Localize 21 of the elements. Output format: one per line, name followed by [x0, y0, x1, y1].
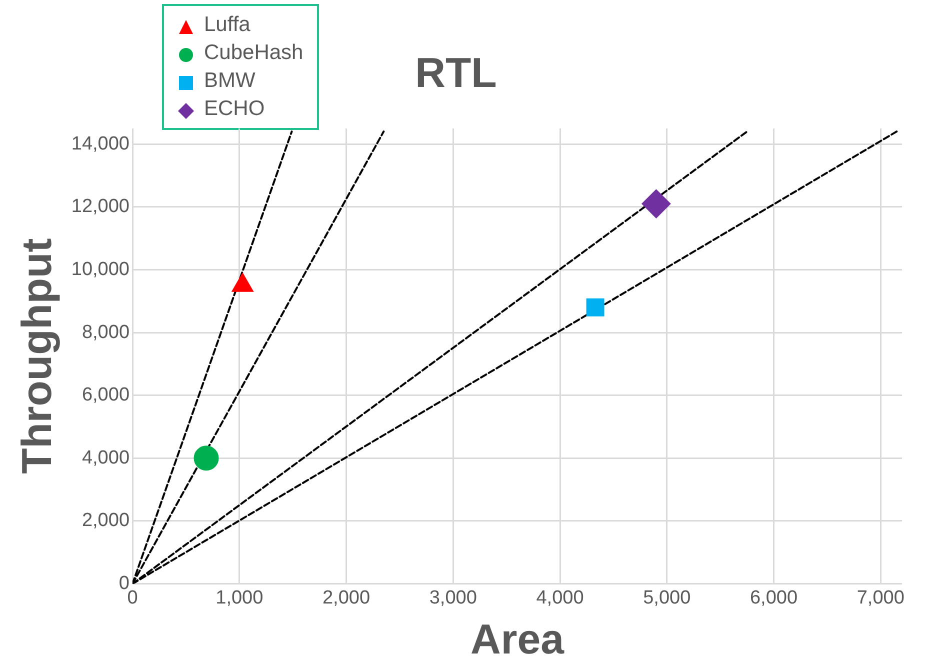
legend-label: Luffa	[204, 13, 250, 37]
y-tick-label: 14,000	[71, 133, 130, 154]
x-tick-label: 1,000	[216, 587, 264, 608]
x-tick-label: 4,000	[536, 587, 584, 608]
x-tick-label: 3,000	[429, 587, 477, 608]
x-tick-label: 7,000	[856, 587, 904, 608]
chart-title: RTL	[415, 48, 497, 96]
y-tick-label: 2,000	[82, 510, 130, 532]
legend-label: ECHO	[204, 97, 265, 121]
legend-label: BMW	[204, 69, 256, 93]
y-tick-label: 6,000	[82, 384, 130, 406]
legend-label: CubeHash	[204, 41, 304, 65]
x-tick-label: 2,000	[322, 587, 370, 608]
y-tick-label: 12,000	[71, 196, 130, 218]
y-tick-label: 8,000	[82, 322, 130, 343]
y-tick-label: 10,000	[71, 258, 130, 280]
x-axis-title: Area	[470, 615, 565, 662]
y-axis-title: Throughput	[12, 238, 60, 474]
y-tick-label: 4,000	[82, 447, 130, 468]
x-tick-label: 6,000	[750, 587, 798, 608]
x-tick-label: 5,000	[643, 587, 691, 608]
